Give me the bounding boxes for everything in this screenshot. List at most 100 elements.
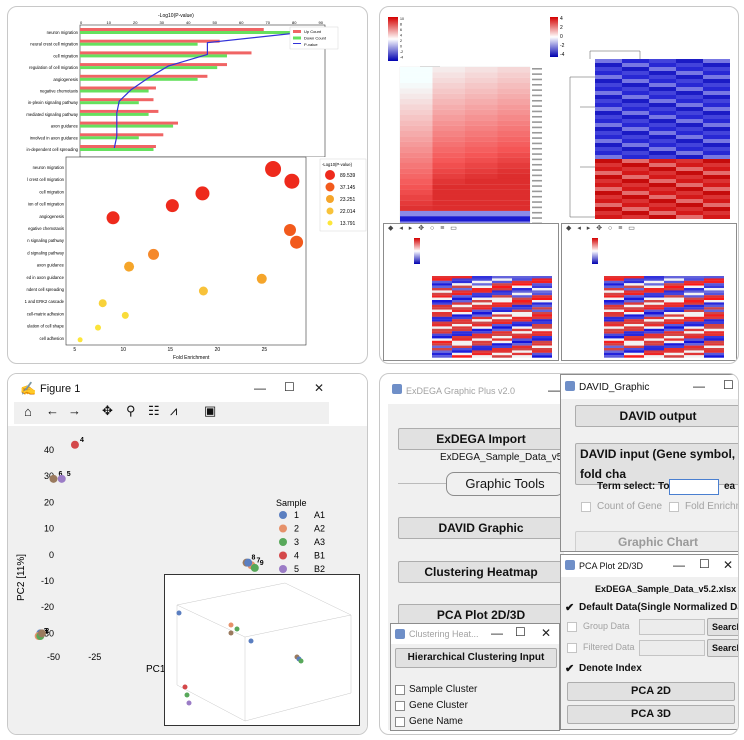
gene-name-checkbox[interactable] <box>395 717 405 727</box>
count-of-gene-checkbox[interactable] <box>581 502 591 512</box>
heatmap-cell <box>492 321 512 325</box>
heatmap-cell <box>512 321 532 325</box>
bubble-term-label: ndent cell spreading <box>27 287 65 292</box>
exdega-import-button[interactable]: ExDEGA Import <box>398 428 564 450</box>
forward-arrow-icon[interactable]: → <box>68 403 81 418</box>
maximize-button[interactable]: ☐ <box>515 625 526 639</box>
clustering-heatmap-button[interactable]: Clustering Heatmap <box>398 561 564 583</box>
default-data-checkbox[interactable]: ✔ <box>565 602 575 614</box>
pca3d-point <box>184 692 190 698</box>
heatmap-cell <box>644 343 664 346</box>
gene-label <box>532 131 542 134</box>
heatmap-cell <box>644 338 664 341</box>
graphic-tools-button[interactable]: Graphic Tools <box>446 472 564 496</box>
heatmap-cell <box>604 278 624 281</box>
bubble-point <box>284 173 300 189</box>
bar-down <box>80 112 149 116</box>
heatmap-cell <box>432 348 452 351</box>
maximize-button[interactable]: ☐ <box>723 378 734 392</box>
pca-2d-button[interactable]: PCA 2D <box>567 682 735 701</box>
pca-plot-button[interactable]: PCA Plot 2D/3D <box>398 604 564 626</box>
heatmap-cell <box>622 203 649 207</box>
graphic-chart-button[interactable]: Graphic Chart <box>575 531 738 551</box>
minimize-button[interactable]: — <box>673 558 685 572</box>
maximize-button[interactable]: ☐ <box>284 380 295 394</box>
pca-3d-button[interactable]: PCA 3D <box>567 705 735 724</box>
heatmap-cell <box>649 59 676 63</box>
heatmap-cell <box>664 331 684 334</box>
heatmap-cell <box>664 314 684 317</box>
heatmap-cell <box>649 111 676 115</box>
filtered-data-label: Filtered Data <box>583 642 635 652</box>
bar-top-tick: 80 <box>292 20 297 25</box>
group-data-input[interactable] <box>639 619 705 635</box>
zoom-icon[interactable]: ⚲ <box>126 403 136 418</box>
gene-label <box>532 73 542 75</box>
denote-index-checkbox[interactable]: ✔ <box>565 663 575 675</box>
heatmap-cell <box>432 314 452 317</box>
hierarchical-clustering-input-button[interactable]: Hierarchical Clustering Input <box>395 648 557 668</box>
close-button[interactable]: ✕ <box>314 381 325 395</box>
minimize-button[interactable]: — <box>548 383 560 397</box>
heatmap-cell <box>595 159 622 163</box>
home-icon[interactable]: ⌂ <box>24 404 32 419</box>
group-search-button[interactable]: Search <box>707 618 738 636</box>
pan-icon[interactable]: ✥ <box>102 403 113 418</box>
david-input-button[interactable]: DAVID input (Gene symbol, fold cha <box>575 443 738 485</box>
david-graphic-button[interactable]: DAVID Graphic <box>398 517 564 539</box>
minimize-button[interactable]: — <box>491 626 503 640</box>
heatmap-cell <box>432 98 465 105</box>
bubble-point <box>195 186 210 201</box>
filtered-data-checkbox[interactable] <box>567 643 577 653</box>
heatmap-cell <box>472 283 492 286</box>
heatmap-cell <box>465 120 498 126</box>
bar-down <box>80 136 139 140</box>
heatmap-cell <box>604 343 624 346</box>
heatmap-cell <box>512 336 532 339</box>
save-icon[interactable]: ▣ <box>204 403 217 418</box>
term-top-input[interactable] <box>669 479 719 495</box>
edit-curves-icon[interactable]: ⩘ <box>170 403 178 418</box>
configure-icon[interactable]: ☷ <box>148 403 160 418</box>
heatmap-cell <box>595 139 622 143</box>
heatmap-cell <box>664 348 684 351</box>
filtered-search-button[interactable]: Search <box>707 639 738 657</box>
heatmap-cell <box>664 326 684 329</box>
heatmap-cell <box>684 290 704 293</box>
close-button[interactable]: ✕ <box>723 558 734 572</box>
group-data-label: Group Data <box>583 621 630 631</box>
panel-go-charts: -Log10(P-value) 0 10 20 30 40 50 60 70 80 90 neur… <box>7 6 368 364</box>
pca-y-tick: 0 <box>49 550 54 560</box>
heatmap-cell <box>604 288 624 291</box>
heatmap-cell <box>532 328 552 332</box>
heatmap-cell <box>676 67 703 71</box>
heatmap-cell <box>465 152 498 158</box>
heatmap-cell <box>704 321 724 325</box>
bubble-term-label: cell adhesion <box>40 336 65 341</box>
gene-cluster-checkbox[interactable] <box>395 701 405 711</box>
heatmap-cell <box>703 191 730 195</box>
heatmap-cell <box>624 331 644 334</box>
heatmap-cell <box>492 304 512 308</box>
heatmap-cell <box>595 215 622 219</box>
group-data-checkbox[interactable] <box>567 622 577 632</box>
close-button[interactable]: ✕ <box>541 626 552 640</box>
heatmap-cell <box>472 331 492 334</box>
heatmap-cell <box>664 283 684 286</box>
heatmap-cell <box>497 72 530 78</box>
filtered-data-input[interactable] <box>639 640 705 656</box>
heatmap-cell <box>472 304 492 308</box>
minimize-button[interactable]: — <box>693 379 705 393</box>
heatmap-cell <box>432 82 465 89</box>
heatmap-cell <box>624 280 644 284</box>
gene-label <box>532 115 542 118</box>
heatmap-cell <box>400 152 433 158</box>
maximize-button[interactable]: ☐ <box>699 557 710 571</box>
back-arrow-icon[interactable]: ← <box>46 403 59 418</box>
pca-legend-name: A2 <box>314 524 325 534</box>
david-output-button[interactable]: DAVID output <box>575 405 738 427</box>
sample-cluster-checkbox[interactable] <box>395 685 405 695</box>
fold-enrichment-checkbox[interactable] <box>669 502 679 512</box>
heatmap-cell <box>622 111 649 115</box>
minimize-button[interactable]: — <box>254 381 266 395</box>
